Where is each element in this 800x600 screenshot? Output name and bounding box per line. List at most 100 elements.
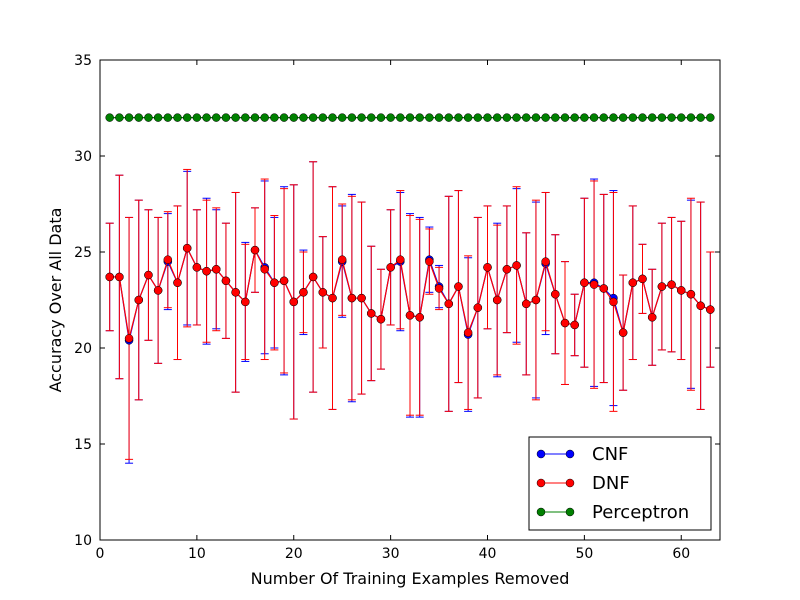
data-point-perceptron [522,113,531,122]
data-point-dnf [260,265,269,274]
data-point-dnf [618,328,628,337]
x-tick-label: 30 [382,546,400,562]
data-point-dnf [386,263,395,272]
x-tick-label: 10 [188,546,206,562]
legend-entry-perceptron: Perceptron [536,502,689,523]
data-point-perceptron [512,113,521,122]
data-point-dnf [163,255,173,264]
data-point-perceptron [425,113,434,122]
legend-marker-dnf [565,478,575,488]
legend-entry-dnf: DNF [536,473,630,494]
data-point-perceptron [667,113,676,122]
data-point-perceptron [696,113,705,122]
data-point-dnf [124,334,134,343]
data-point-dnf [299,288,308,297]
legend-label-perceptron: Perceptron [592,502,689,523]
y-tick-label: 35 [74,53,92,69]
y-tick-label: 30 [74,149,92,165]
data-point-dnf [425,257,434,266]
data-point-dnf [289,297,298,307]
data-point-dnf [560,318,570,328]
data-point-dnf [483,263,492,272]
data-point-dnf [686,289,696,299]
legend: CNF DNF Perceptron [528,436,712,531]
data-point-dnf [522,299,531,309]
data-point-perceptron [192,113,202,122]
data-point-perceptron [347,113,357,122]
data-point-dnf [105,272,114,282]
x-tick-label: 40 [479,546,497,562]
data-point-perceptron [202,113,211,122]
data-point-dnf [647,313,657,322]
data-point-dnf [502,265,512,274]
legend-label-dnf: DNF [592,473,630,494]
x-tick-label: 20 [285,546,303,562]
x-tick-label: 50 [575,546,593,562]
data-point-dnf [415,313,424,322]
data-point-dnf [609,297,618,307]
data-point-dnf [270,278,279,287]
data-point-perceptron [357,113,366,122]
data-point-perceptron [221,113,231,122]
data-point-perceptron [241,113,250,122]
data-point-dnf [512,261,521,270]
data-point-dnf [134,295,143,305]
data-point-perceptron [589,113,599,122]
data-point-dnf [192,263,202,272]
data-point-dnf [367,309,376,318]
data-point-perceptron [618,113,628,122]
data-point-dnf [696,301,705,311]
data-point-perceptron [502,113,512,122]
legend-marker-perceptron [565,507,575,517]
data-point-dnf [202,266,211,276]
data-point-dnf [405,311,415,320]
data-point-dnf [308,272,318,282]
data-point-perceptron [173,113,182,122]
data-point-dnf [182,243,192,253]
data-point-perceptron [328,113,337,122]
data-point-dnf [328,293,337,303]
data-point-dnf [212,265,221,274]
data-point-perceptron [706,113,715,122]
data-point-dnf [357,293,366,303]
data-point-dnf [706,305,715,314]
data-point-perceptron [279,113,289,122]
data-point-dnf [638,274,647,284]
data-point-perceptron [580,113,589,122]
plot-area [105,113,715,464]
y-axis-label: Accuracy Over All Data [46,208,65,393]
legend-marker-cnf [536,449,546,459]
data-point-perceptron [260,113,269,122]
data-point-perceptron [289,113,298,122]
data-point-perceptron [434,113,444,122]
y-tick-label: 25 [74,245,92,261]
x-tick-label: 60 [672,546,690,562]
data-point-dnf [570,320,579,330]
data-point-perceptron [337,113,347,122]
data-point-dnf [241,297,250,307]
data-point-dnf [551,289,560,299]
data-point-dnf [599,284,608,293]
data-point-dnf [153,286,163,295]
data-point-perceptron [560,113,570,122]
data-point-dnf [473,303,483,312]
data-point-dnf [444,299,453,309]
data-point-perceptron [647,113,657,122]
data-point-dnf [221,276,231,286]
data-point-perceptron [134,113,143,122]
data-point-dnf [463,328,473,337]
data-point-perceptron [299,113,308,122]
data-point-dnf [396,255,405,264]
data-point-perceptron [492,113,502,122]
x-tick-label: 0 [96,546,105,562]
data-point-perceptron [657,113,667,122]
data-point-perceptron [677,113,686,122]
y-tick-label: 10 [74,533,92,549]
data-point-dnf [115,272,124,282]
data-point-perceptron [124,113,134,122]
data-point-perceptron [405,113,415,122]
data-point-perceptron [163,113,173,122]
data-point-dnf [667,280,676,289]
